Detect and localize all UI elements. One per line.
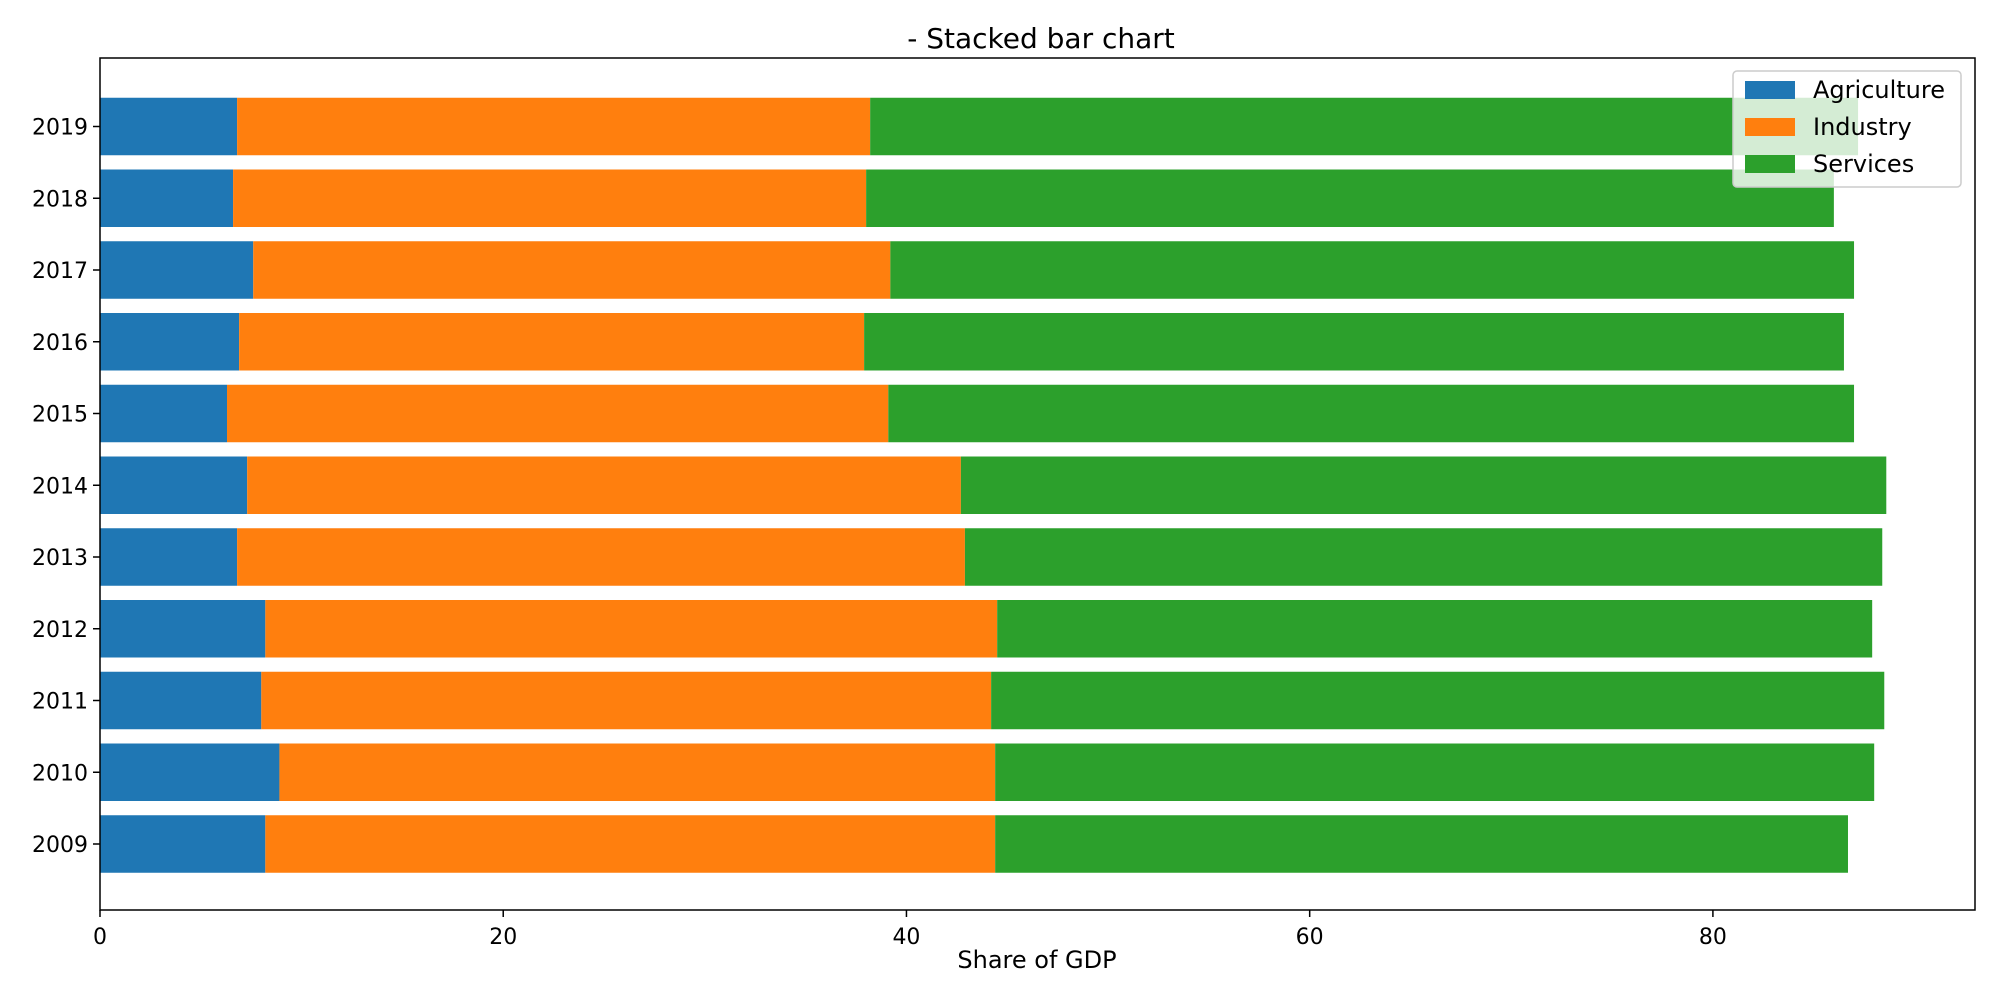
bar-services-2015 [888, 384, 1855, 443]
y-tick-label: 2015 [32, 403, 88, 428]
bar-agriculture-2013 [100, 528, 238, 586]
chart-title: - Stacked bar chart [907, 22, 1175, 55]
bar-agriculture-2010 [100, 743, 280, 801]
y-tick-label: 2018 [32, 187, 88, 212]
y-tick-label: 2009 [32, 833, 88, 858]
x-tick-label: 40 [892, 925, 920, 950]
y-tick-label: 2013 [32, 546, 88, 571]
x-axis-label: Share of GDP [957, 946, 1116, 974]
x-tick-label: 60 [1296, 925, 1324, 950]
bar-services-2016 [864, 313, 1844, 371]
bar-services-2011 [991, 671, 1885, 730]
x-tick-label: 80 [1699, 925, 1727, 950]
y-tick-label: 2016 [32, 331, 88, 356]
bar-industry-2014 [247, 456, 961, 514]
bar-agriculture-2011 [100, 671, 262, 730]
y-tick-label: 2012 [32, 618, 88, 643]
bar-services-2014 [960, 456, 1887, 514]
y-tick-label: 2010 [32, 761, 88, 786]
bar-agriculture-2015 [100, 384, 228, 443]
legend-label-agriculture: Agriculture [1813, 76, 1945, 104]
legend-label-industry: Industry [1813, 113, 1912, 141]
bar-industry-2009 [265, 815, 996, 873]
bar-services-2013 [964, 528, 1883, 586]
y-axis: 2009 2010 2011 2012 2013 2014 2015 2016 2017 2018… [32, 116, 100, 858]
y-tick-label: 2014 [32, 474, 88, 499]
y-tick-label: 2011 [32, 690, 88, 715]
bars-layer [100, 97, 1887, 873]
bar-industry-2018 [233, 169, 867, 227]
bar-services-2010 [995, 743, 1875, 801]
bar-agriculture-2017 [100, 241, 254, 299]
bar-agriculture-2012 [100, 600, 266, 658]
bar-agriculture-2016 [100, 313, 240, 371]
bar-services-2012 [997, 600, 1873, 658]
legend-swatch-services [1745, 155, 1795, 173]
y-tick-label: 2017 [32, 259, 88, 284]
bar-industry-2016 [239, 313, 865, 371]
legend: Agriculture Industry Services [1732, 70, 1962, 188]
bar-agriculture-2019 [100, 97, 238, 156]
bar-agriculture-2014 [100, 456, 248, 514]
bar-agriculture-2018 [100, 169, 234, 227]
bar-services-2017 [890, 241, 1855, 299]
bar-industry-2010 [279, 743, 996, 801]
bar-services-2019 [870, 97, 1859, 156]
bar-industry-2012 [265, 600, 998, 658]
y-tick-label: 2019 [32, 116, 88, 141]
bar-industry-2019 [237, 97, 871, 156]
legend-swatch-agriculture [1745, 81, 1795, 99]
legend-swatch-industry [1745, 118, 1795, 136]
bar-industry-2011 [261, 671, 992, 730]
x-axis: 0 20 40 60 80 [93, 910, 1727, 950]
bar-services-2009 [995, 815, 1848, 873]
bar-agriculture-2009 [100, 815, 266, 873]
bar-industry-2013 [237, 528, 965, 586]
bar-industry-2015 [227, 384, 889, 443]
x-tick-label: 20 [489, 925, 517, 950]
x-tick-label: 0 [93, 925, 107, 950]
bar-services-2018 [866, 169, 1834, 227]
bar-industry-2017 [253, 241, 891, 299]
legend-label-services: Services [1813, 150, 1914, 178]
plot-frame [99, 57, 1976, 911]
